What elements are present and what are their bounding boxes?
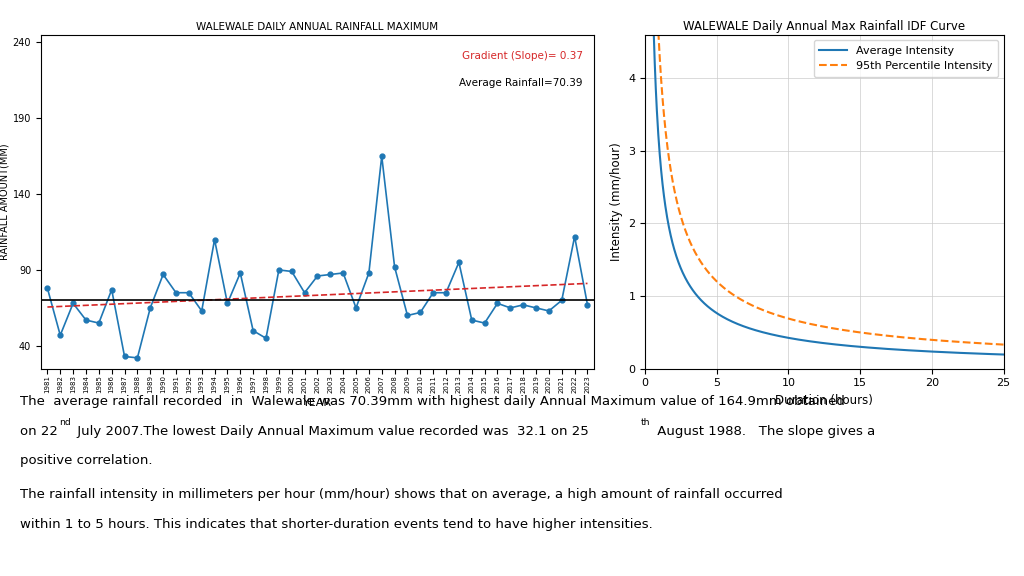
Text: Average Rainfall=70.39: Average Rainfall=70.39 bbox=[460, 78, 583, 88]
Text: th: th bbox=[641, 418, 650, 427]
Text: The rainfall intensity in millimeters per hour (mm/hour) shows that on average, : The rainfall intensity in millimeters pe… bbox=[20, 488, 783, 501]
Text: Gradient (Slope)= 0.37: Gradient (Slope)= 0.37 bbox=[462, 51, 583, 61]
Text: July 2007.The lowest Daily Annual Maximum value recorded was  32.1 on 25: July 2007.The lowest Daily Annual Maximu… bbox=[73, 425, 589, 438]
Text: The  average rainfall recorded  in  Walewale was 70.39mm with highest daily Annu: The average rainfall recorded in Walewal… bbox=[20, 395, 846, 408]
Text: positive correlation.: positive correlation. bbox=[20, 454, 153, 468]
Text: within 1 to 5 hours. This indicates that shorter-duration events tend to have hi: within 1 to 5 hours. This indicates that… bbox=[20, 518, 653, 531]
X-axis label: Duration (hours): Duration (hours) bbox=[775, 394, 873, 407]
Title: WALEWALE Daily Annual Max Rainfall IDF Curve: WALEWALE Daily Annual Max Rainfall IDF C… bbox=[683, 20, 966, 33]
Title: WALEWALE DAILY ANNUAL RAINFALL MAXIMUM: WALEWALE DAILY ANNUAL RAINFALL MAXIMUM bbox=[197, 22, 438, 32]
Text: on 22: on 22 bbox=[20, 425, 58, 438]
Legend: Average Intensity, 95th Percentile Intensity: Average Intensity, 95th Percentile Inten… bbox=[814, 40, 998, 77]
Text: August 1988.   The slope gives a: August 1988. The slope gives a bbox=[653, 425, 876, 438]
Y-axis label: Intensity (mm/hour): Intensity (mm/hour) bbox=[609, 142, 623, 261]
Y-axis label: RAINFALL AMOUNT(MM): RAINFALL AMOUNT(MM) bbox=[0, 143, 10, 260]
Text: nd: nd bbox=[59, 418, 71, 427]
X-axis label: YEAR: YEAR bbox=[303, 399, 332, 408]
